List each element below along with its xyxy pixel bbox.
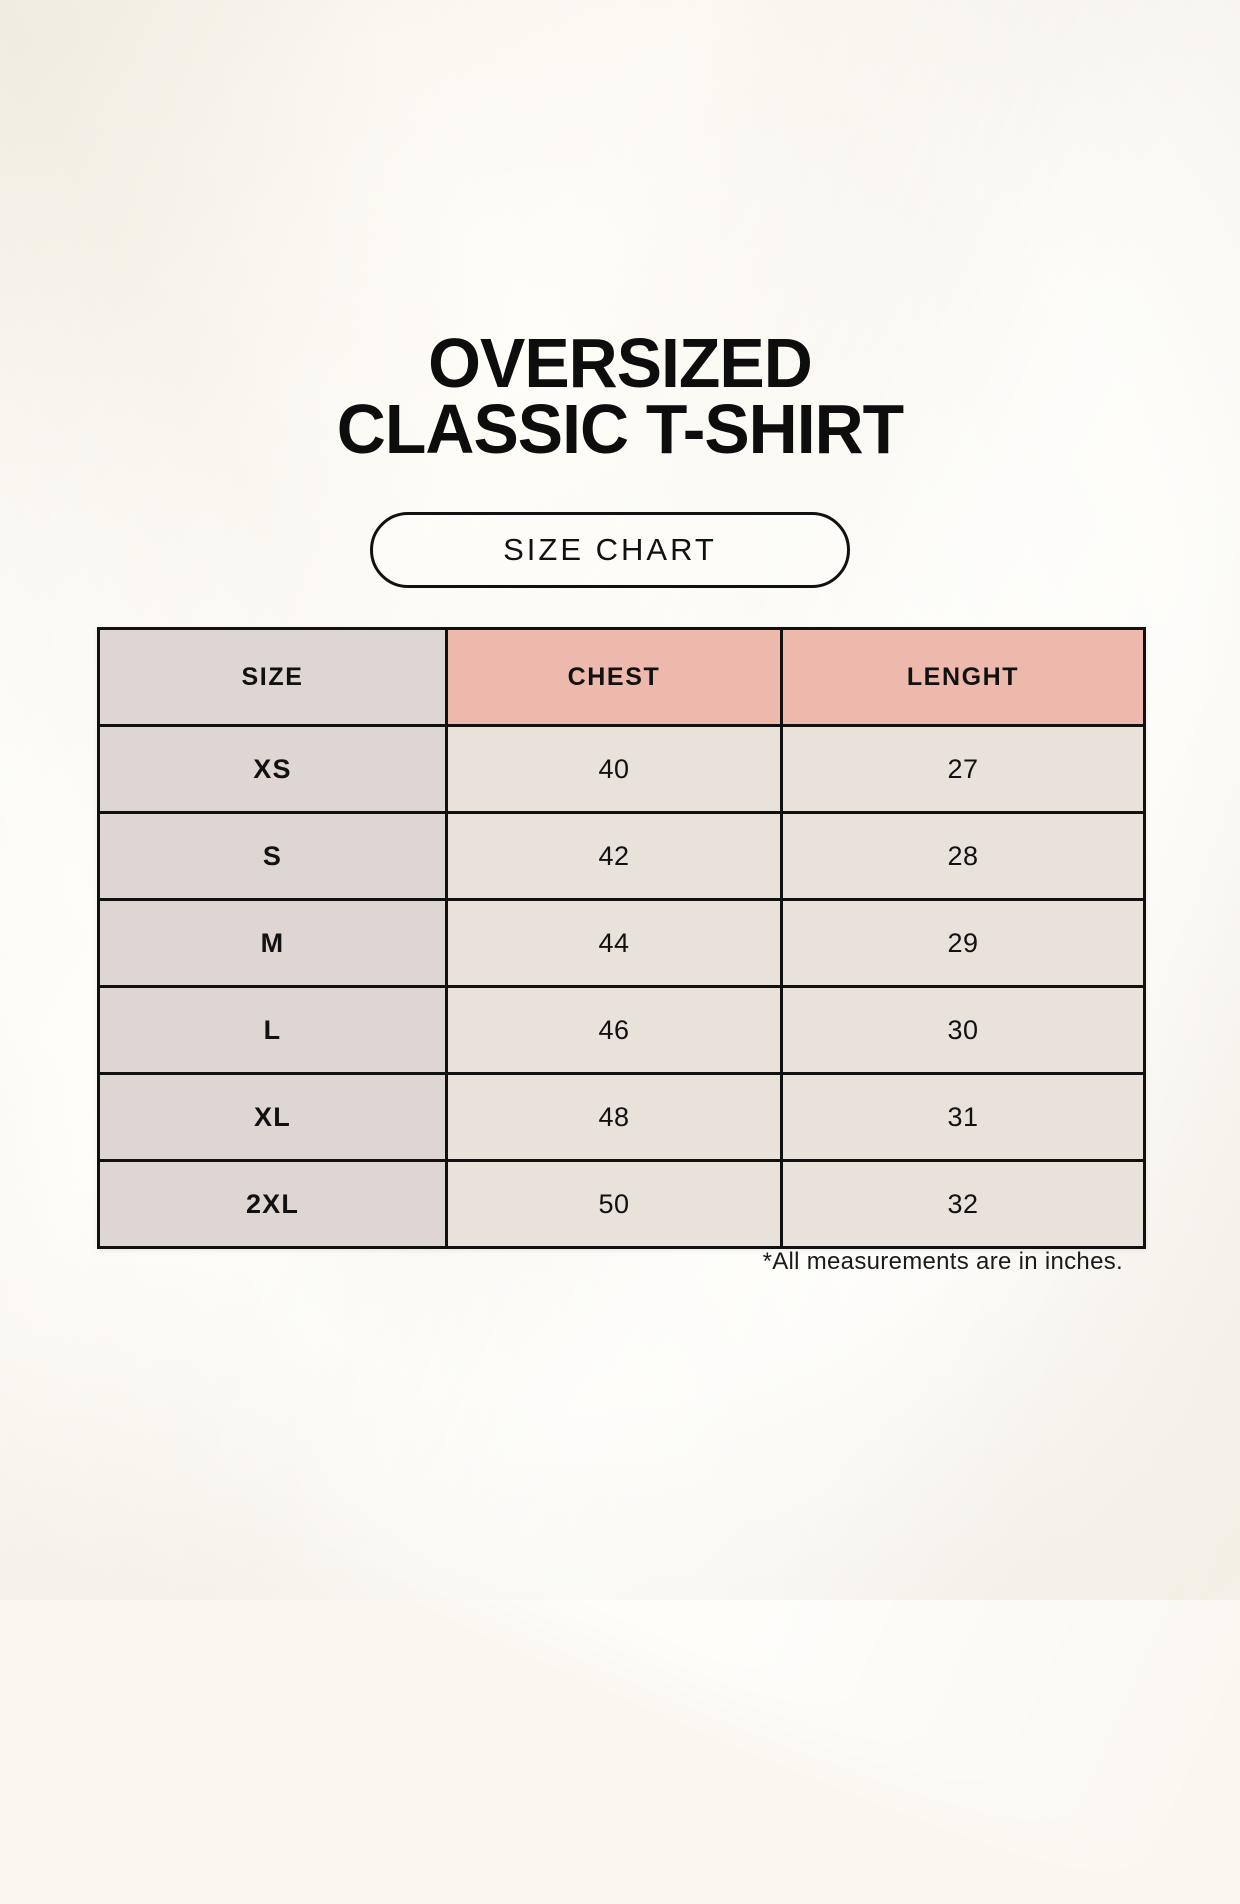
table-header-row: SIZE CHEST LENGHT [97,627,1146,727]
table-row: XL 48 31 [97,1072,1146,1162]
cell-chest-s: 42 [445,811,783,901]
cell-size-m: M [97,898,448,988]
column-header-chest: CHEST [445,627,783,727]
cell-chest-2xl: 50 [445,1159,783,1249]
cell-length-m: 29 [780,898,1146,988]
cell-size-s: S [97,811,448,901]
table-row: S 42 28 [97,811,1146,901]
size-chart-badge: SIZE CHART [370,512,850,588]
cell-chest-m: 44 [445,898,783,988]
cell-length-l: 30 [780,985,1146,1075]
table-header: SIZE CHEST LENGHT [97,627,1146,727]
cell-length-xl: 31 [780,1072,1146,1162]
cell-chest-xs: 40 [445,724,783,814]
cell-chest-xl: 48 [445,1072,783,1162]
size-chart-badge-label: SIZE CHART [503,532,717,567]
table-row: 2XL 50 32 [97,1159,1146,1249]
measurement-footnote: *All measurements are in inches. [762,1248,1123,1275]
cell-length-s: 28 [780,811,1146,901]
cell-size-2xl: 2XL [97,1159,448,1249]
title-line-2: CLASSIC T-SHIRT [336,390,904,468]
size-chart-table: SIZE CHEST LENGHT XS 40 27 S 42 28 M 44 … [97,627,1146,1249]
table-row: XS 40 27 [97,724,1146,814]
cell-size-xl: XL [97,1072,448,1162]
column-header-size: SIZE [97,627,448,727]
cell-length-2xl: 32 [780,1159,1146,1249]
table-body: XS 40 27 S 42 28 M 44 29 L 46 30 XL 48 [97,724,1146,1249]
cell-chest-l: 46 [445,985,783,1075]
table-row: L 46 30 [97,985,1146,1075]
title-line-1: OVERSIZED [428,324,813,402]
table-row: M 44 29 [97,898,1146,988]
page-title: OVERSIZED CLASSIC T-SHIRT [0,324,1240,468]
cell-size-xs: XS [97,724,448,814]
size-chart-page: OVERSIZED CLASSIC T-SHIRT SIZE CHART SIZ… [0,324,1240,1275]
cell-length-xs: 27 [780,724,1146,814]
cell-size-l: L [97,985,448,1075]
column-header-length: LENGHT [780,627,1146,727]
